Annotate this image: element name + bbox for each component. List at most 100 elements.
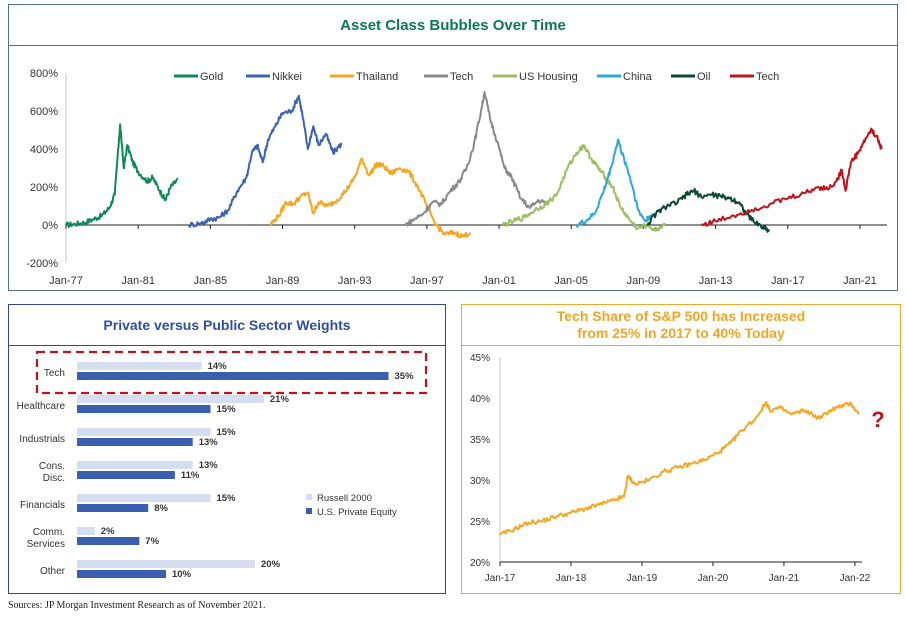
question-mark-annotation: ? <box>871 407 884 432</box>
series-line-nikkei <box>187 94 343 228</box>
bar-value-label: 20% <box>261 559 281 570</box>
bar-value-label: 21% <box>270 394 290 405</box>
category-label: Industrials <box>19 434 65 445</box>
category-label: Disc. <box>43 473 65 484</box>
legend-label: Oil <box>697 71 710 83</box>
bar-value-label: 15% <box>217 427 237 438</box>
legend-label: Tech <box>450 71 473 83</box>
x-tick-label: Jan-21 <box>843 275 877 287</box>
series-line-tech-share <box>499 401 860 536</box>
x-tick-label: Jan-09 <box>627 275 661 287</box>
bar-value-label: 13% <box>199 437 219 448</box>
x-tick-label: Jan-22 <box>840 573 871 584</box>
legend-label: US Housing <box>519 71 578 83</box>
y-tick-label: 600% <box>30 106 58 118</box>
bar-russell <box>77 395 264 403</box>
y-tick-label: 20% <box>470 558 490 569</box>
bar-private-equity <box>77 405 211 413</box>
tech-highlight-box <box>35 350 428 395</box>
bar-private-equity <box>77 438 193 446</box>
series-line-tech <box>700 127 883 227</box>
legend-swatch <box>306 494 312 500</box>
legend-label: China <box>623 71 653 83</box>
x-tick-label: Jan-01 <box>482 275 516 287</box>
x-tick-label: Jan-77 <box>49 275 83 287</box>
bar-russell <box>77 362 202 370</box>
bar-private-equity <box>77 471 175 479</box>
x-tick-label: Jan-18 <box>556 573 587 584</box>
y-tick-label: -200% <box>26 258 58 270</box>
sector-weights-title: Private versus Public Sector Weights <box>9 305 445 346</box>
source-note: Sources: JP Morgan Investment Research a… <box>8 600 266 611</box>
bar-russell <box>77 527 95 535</box>
y-tick-label: 25% <box>470 517 490 528</box>
x-tick-label: Jan-17 <box>485 573 516 584</box>
bar-value-label: 11% <box>181 470 200 481</box>
bar-private-equity <box>77 372 389 380</box>
legend-label: Russell 2000 <box>317 493 372 504</box>
x-tick-label: Jan-89 <box>266 275 300 287</box>
series-line-thailand <box>269 157 472 239</box>
category-label: Healthcare <box>17 401 66 412</box>
y-tick-label: 40% <box>470 394 490 405</box>
x-tick-label: Jan-81 <box>121 275 155 287</box>
legend-label: Thailand <box>356 71 398 83</box>
x-tick-label: Jan-85 <box>194 275 228 287</box>
x-tick-label: Jan-21 <box>769 573 800 584</box>
category-label: Financials <box>20 500 65 511</box>
y-tick-label: 0% <box>42 220 58 232</box>
series-line-gold <box>65 123 179 228</box>
series-line-china <box>575 138 654 228</box>
y-tick-label: 800% <box>30 68 58 80</box>
bar-private-equity <box>77 504 149 512</box>
x-tick-label: Jan-05 <box>554 275 588 287</box>
legend-label: Tech <box>756 71 779 83</box>
sector-weights-chart: Tech 14% 35% Healthcare 21% 15% Industrials 15%… <box>17 350 428 580</box>
y-tick-label: 200% <box>30 182 58 194</box>
x-tick-label: Jan-13 <box>699 275 733 287</box>
bar-value-label: 14% <box>208 361 228 372</box>
bar-value-label: 35% <box>395 371 415 382</box>
category-label: Cons. <box>39 461 65 472</box>
x-tick-label: Jan-93 <box>338 275 372 287</box>
legend-label: U.S. Private Equity <box>317 507 397 518</box>
x-tick-label: Jan-19 <box>627 573 658 584</box>
tech-share-panel: Tech Share of S&P 500 has Increased from… <box>461 304 901 594</box>
y-tick-label: 45% <box>470 353 490 364</box>
bar-private-equity <box>77 570 166 578</box>
x-tick-label: Jan-17 <box>771 275 805 287</box>
bubbles-title: Asset Class Bubbles Over Time <box>9 5 897 46</box>
legend-label: Nikkei <box>272 71 302 83</box>
tech-share-title: Tech Share of S&P 500 has Increased from… <box>462 305 900 346</box>
bar-value-label: 7% <box>145 536 159 547</box>
y-tick-label: 30% <box>470 476 490 487</box>
bubbles-panel: Asset Class Bubbles Over Time 800% 600% 40… <box>8 4 898 291</box>
bar-russell <box>77 428 211 436</box>
bar-russell <box>77 461 193 469</box>
bar-russell <box>77 560 255 568</box>
tech-share-title-line-1: Tech Share of S&P 500 has Increased <box>556 308 806 324</box>
series-line-oil <box>646 187 770 233</box>
x-tick-label: Jan-97 <box>410 275 444 287</box>
series-line-tech <box>404 91 549 227</box>
y-tick-label: 35% <box>470 435 490 446</box>
category-label: Other <box>40 566 66 577</box>
tech-share-chart: 45% 40% 35% 30% 25% 20% Jan-17 Jan-18 Jan-19 Jan-… <box>470 353 885 584</box>
category-label: Tech <box>44 368 65 379</box>
bar-value-label: 10% <box>172 569 192 580</box>
legend-label: Gold <box>200 71 223 83</box>
category-label: Comm. <box>33 527 65 538</box>
legend-swatch <box>306 508 312 514</box>
bubbles-chart: 800% 600% 400% 200% 0% -200% Jan-77 Jan-81 Jan-8… <box>26 68 887 287</box>
bar-value-label: 13% <box>199 460 219 471</box>
series-line-us-housing <box>501 144 666 232</box>
bar-value-label: 2% <box>101 526 115 537</box>
sector-weights-panel: Private versus Public Sector Weights Tec… <box>8 304 446 594</box>
x-tick-label: Jan-20 <box>698 573 729 584</box>
tech-share-title-line-2: from 25% in 2017 to 40% Today <box>577 325 785 341</box>
y-tick-label: 400% <box>30 144 58 156</box>
bar-value-label: 8% <box>154 503 168 514</box>
bar-value-label: 15% <box>217 404 237 415</box>
category-label: Services <box>27 539 65 550</box>
bar-russell <box>77 494 211 502</box>
